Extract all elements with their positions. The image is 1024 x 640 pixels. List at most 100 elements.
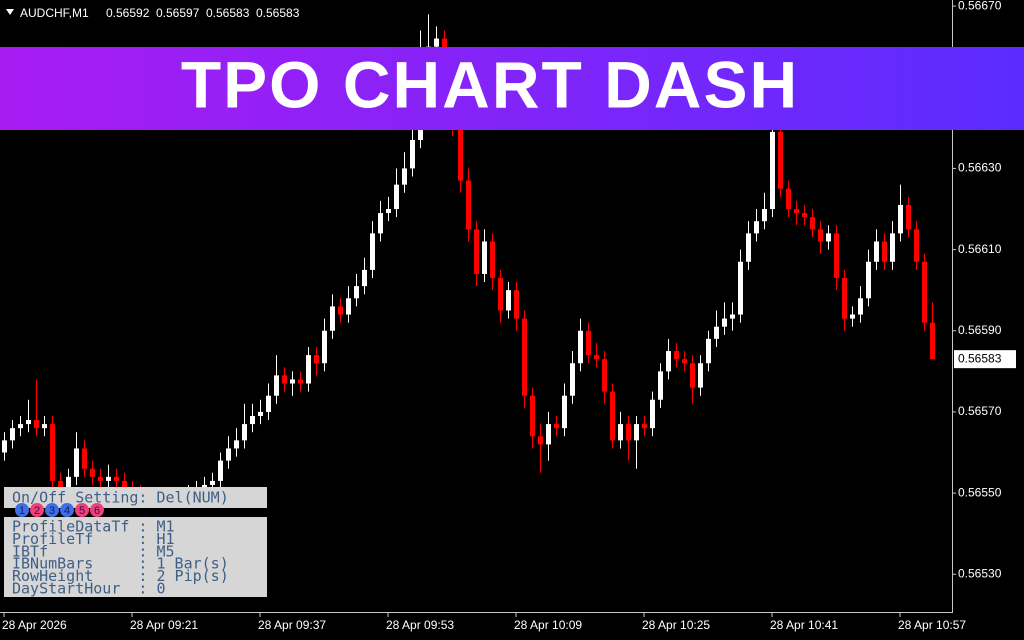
candle-body <box>58 480 63 490</box>
toggle-button[interactable] <box>45 503 59 517</box>
candle-body <box>842 277 847 319</box>
candle-body <box>530 395 535 437</box>
candle-body <box>802 213 807 218</box>
candle-body <box>506 290 511 311</box>
setting: IBNumBars : 1 Bar(s) <box>12 555 229 573</box>
candle-body <box>826 233 831 242</box>
candle-body <box>722 318 727 327</box>
toggle-label[interactable]: 2 <box>34 505 40 517</box>
candle-body <box>634 424 639 441</box>
candle-body <box>906 204 911 230</box>
candle-body <box>362 269 367 287</box>
toggle-button[interactable] <box>15 503 29 517</box>
candle-body <box>122 480 127 490</box>
candle-body <box>706 338 711 364</box>
candle-body <box>586 330 591 356</box>
candle-body <box>386 209 391 214</box>
candle-body <box>354 286 359 299</box>
candle-body <box>18 424 23 429</box>
candle-body <box>818 229 823 242</box>
candle-body <box>410 140 415 169</box>
candle-body <box>26 420 31 425</box>
price-label-bg <box>954 350 1016 369</box>
candle-body <box>610 391 615 441</box>
candle-body <box>922 261 927 323</box>
panel-header[interactable]: On/Off Setting: Del(NUM) <box>12 489 229 507</box>
toggle-label[interactable]: 1 <box>19 505 25 517</box>
panel-header-bg <box>4 487 267 508</box>
candle-body <box>266 395 271 412</box>
candle-body <box>234 440 239 449</box>
banner-title: TPO CHART DASH <box>181 47 799 121</box>
candle-body <box>370 233 375 270</box>
candle-body <box>314 355 319 364</box>
candle-body <box>42 424 47 429</box>
candle-body <box>474 229 479 274</box>
candle-body <box>378 213 383 234</box>
toggle-label[interactable]: 4 <box>64 505 70 517</box>
candle-body <box>10 428 15 441</box>
panel-strip <box>4 508 267 517</box>
candle-body <box>114 476 119 481</box>
candle-body <box>898 204 903 234</box>
candle-body <box>554 424 559 429</box>
symbol: AUDCHF,M1 <box>20 6 89 20</box>
candle-body <box>778 131 783 189</box>
candle-body <box>674 351 679 360</box>
candle-body <box>330 306 335 331</box>
candle-body <box>322 330 327 364</box>
menu-arrow[interactable] <box>6 9 14 15</box>
candle-body <box>626 424 631 441</box>
toggle-button[interactable] <box>60 503 74 517</box>
candle-body <box>466 180 471 230</box>
candle-body <box>522 318 527 396</box>
setting: ProfileDataTf : M1 <box>12 518 175 536</box>
candle-body <box>666 351 671 372</box>
candle-body <box>746 233 751 262</box>
y-tick-label: 0.56630 <box>958 161 1002 175</box>
candle-body <box>754 221 759 234</box>
candle-body <box>562 395 567 429</box>
candle-body <box>434 38 439 47</box>
candle-body <box>66 476 71 490</box>
candle-body <box>794 209 799 214</box>
candle-body <box>642 424 647 429</box>
y-tick-label: 0.56670 <box>958 0 1002 12</box>
candle-body <box>498 277 503 311</box>
close-value: 0.56583 <box>256 6 300 20</box>
candle-body <box>578 330 583 364</box>
candle-body <box>690 363 695 388</box>
toggle-button[interactable] <box>75 503 89 517</box>
open-value: 0.56592 <box>106 6 150 20</box>
candle-body <box>250 415 255 425</box>
candle-body <box>770 131 775 210</box>
candle-body <box>210 480 215 485</box>
candle-body <box>306 355 311 384</box>
x-tick-label: 28 Apr 09:21 <box>130 618 198 632</box>
toggle-label[interactable]: 3 <box>49 505 55 517</box>
candle-body <box>34 420 39 429</box>
candle-body <box>2 440 7 453</box>
candle-body <box>698 363 703 388</box>
toggle-label[interactable]: 6 <box>94 505 100 517</box>
candle-body <box>50 424 55 481</box>
toggle-button[interactable] <box>30 503 44 517</box>
candle-body <box>226 448 231 461</box>
candle-body <box>658 371 663 400</box>
candle-body <box>730 314 735 319</box>
x-tick-label: 28 Apr 09:53 <box>386 618 454 632</box>
candle-body <box>290 379 295 384</box>
candle-body <box>482 241 487 274</box>
current-price: 0.56583 <box>958 351 1002 365</box>
setting: IBTf : M5 <box>12 542 175 560</box>
candle-body <box>490 241 495 278</box>
candle-body <box>98 476 103 481</box>
x-tick-label: 28 Apr 10:25 <box>642 618 710 632</box>
candle-body <box>762 209 767 222</box>
toggle-label[interactable]: 5 <box>79 505 85 517</box>
toggle-button[interactable] <box>90 503 104 517</box>
panel-body <box>4 517 267 597</box>
